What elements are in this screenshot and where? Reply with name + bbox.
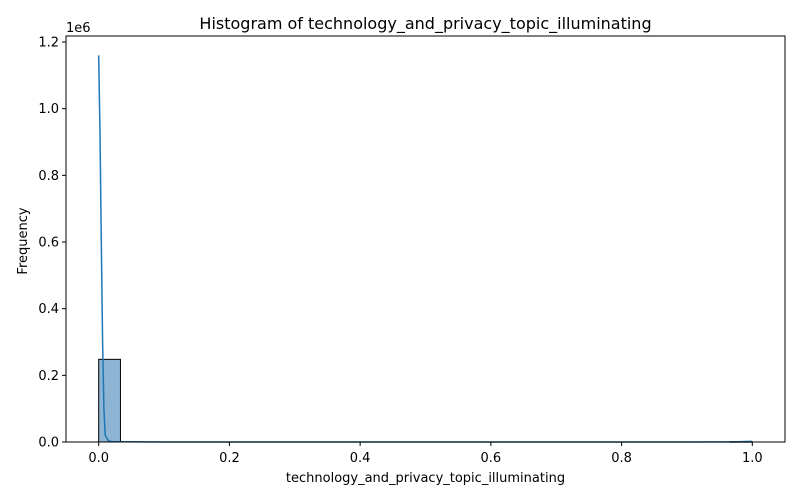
y-tick-label: 0.8: [38, 169, 59, 184]
x-tick-label: 0.2: [219, 451, 240, 466]
y-tick-label: 0.6: [38, 236, 59, 251]
chart-title: Histogram of technology_and_privacy_topi…: [199, 14, 651, 34]
plot-frame: [65, 35, 786, 443]
x-axis-label: technology_and_privacy_topic_illuminatin…: [286, 471, 565, 486]
y-tick-label: 1.0: [38, 102, 59, 117]
y-axis-ticks: 0.0 0.2 0.4 0.6 0.8 1.0 1.2: [38, 36, 66, 451]
x-tick-label: 0.4: [350, 451, 371, 466]
x-tick-label: 0.8: [611, 451, 632, 466]
kde-curve: [97, 55, 753, 443]
x-tick-label: 0.6: [481, 451, 502, 466]
histogram-bars: [98, 358, 753, 443]
y-offset-label: 1e6: [66, 21, 91, 36]
y-tick-label: 1.2: [38, 36, 59, 51]
y-tick-label: 0.2: [38, 369, 59, 384]
x-axis-ticks: 0.0 0.2 0.4 0.6 0.8 1.0: [88, 442, 763, 466]
y-tick-label: 0.0: [38, 436, 59, 451]
y-tick-label: 0.4: [38, 302, 59, 317]
x-tick-label: 1.0: [742, 451, 763, 466]
x-tick-label: 0.0: [88, 451, 109, 466]
histogram-bar: [98, 358, 121, 443]
y-axis-label: Frequency: [16, 207, 31, 274]
